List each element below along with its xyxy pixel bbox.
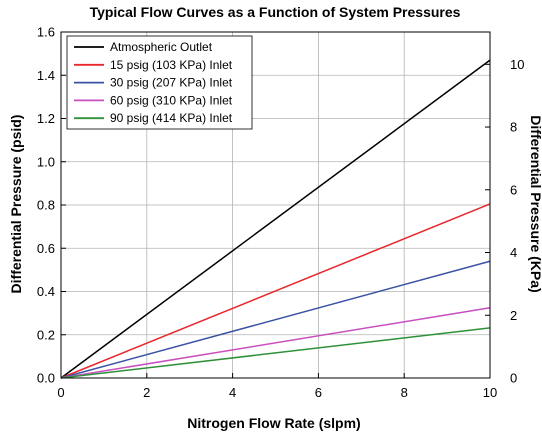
y-tick-label-left: 0.6 [37, 241, 55, 256]
y-tick-label-left: 0.2 [37, 327, 55, 342]
axis-ticks: 0 2 4 6 8 10 0.0 0.2 0.4 0.6 0.8 1.0 1.2 1.4 1.6 0 2 4 6 8 1… [37, 25, 525, 401]
x-tick-label: 2 [143, 385, 150, 400]
series-line-3 [60, 260, 491, 379]
y-tick-label-left: 1.2 [37, 111, 55, 126]
y-axis-label-left: Differential Pressure (psid) [8, 115, 24, 294]
x-tick-label: 4 [229, 385, 236, 400]
y-tick-label-left: 0.4 [37, 284, 55, 299]
y-tick-label-right: 8 [510, 120, 517, 135]
y-tick-label-right: 10 [510, 57, 524, 72]
series-line-2 [60, 203, 491, 379]
y-tick-label-left: 0.0 [37, 371, 55, 386]
series-line-1 [60, 59, 491, 379]
y-tick-label-left: 1.4 [37, 68, 55, 83]
chart-title: Typical Flow Curves as a Function of Sys… [90, 4, 461, 20]
legend: Atmospheric Outlet 15 psig (103 KPa) Inle… [66, 35, 253, 130]
legend-label: 60 psig (310 KPa) Inlet [110, 93, 233, 107]
x-tick-label: 0 [57, 385, 64, 400]
series-line-5 [60, 327, 491, 379]
series-lines [60, 59, 491, 379]
legend-label: 90 psig (414 KPa) Inlet [110, 111, 233, 125]
series-line-4 [60, 306, 491, 379]
y-axis-label-right: Differential Pressure (KPa) [528, 115, 542, 292]
y-tick-label-left: 0.8 [37, 198, 55, 213]
legend-label: 30 psig (207 KPa) Inlet [110, 76, 233, 90]
y-tick-label-right: 0 [510, 371, 517, 386]
legend-label: 15 psig (103 KPa) Inlet [110, 58, 233, 72]
y-tick-label-left: 1.0 [37, 154, 55, 169]
x-axis-label: Nitrogen Flow Rate (slpm) [187, 415, 360, 431]
y-tick-label-left: 1.6 [37, 25, 55, 40]
x-tick-label: 6 [315, 385, 322, 400]
y-tick-label-right: 6 [510, 182, 517, 197]
x-tick-label: 8 [401, 385, 408, 400]
x-tick-label: 10 [483, 385, 497, 400]
legend-label: Atmospheric Outlet [110, 40, 213, 54]
y-tick-label-right: 2 [510, 308, 517, 323]
y-tick-label-right: 4 [510, 245, 517, 260]
